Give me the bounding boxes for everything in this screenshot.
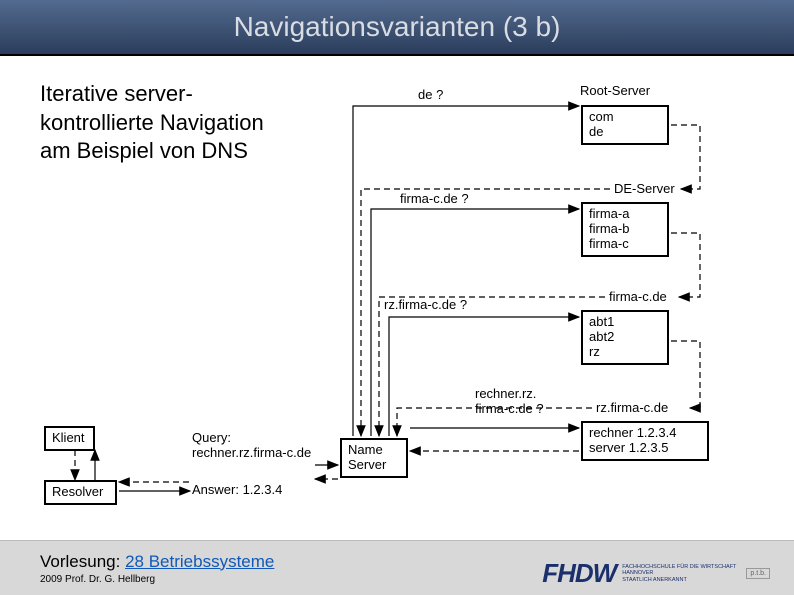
node-klient: Klient bbox=[44, 426, 95, 451]
label-rootServer: Root-Server bbox=[580, 84, 650, 99]
title-bar: Navigationsvarianten (3 b) bbox=[0, 0, 794, 56]
label-q_firmac: firma-c.de ? bbox=[400, 192, 469, 207]
lecture-value: 28 Betriebssysteme bbox=[125, 552, 274, 571]
lecture-label: Vorlesung: bbox=[40, 552, 120, 571]
label-q_de: de ? bbox=[418, 88, 443, 103]
edge-6 bbox=[353, 106, 579, 436]
node-nameServer: NameServer bbox=[340, 438, 408, 478]
label-rzServer: rz.firma-c.de bbox=[596, 401, 668, 416]
logo: FHDW FACHHOCHSCHULE FÜR DIE WIRTSCHAFT H… bbox=[542, 558, 770, 589]
edge-7 bbox=[671, 125, 700, 189]
label-queryLabel: Query:rechner.rz.firma-c.de bbox=[192, 431, 311, 461]
lecture-sub: 2009 Prof. Dr. G. Hellberg bbox=[40, 574, 274, 585]
dns-diagram: Klient Resolver NameServer comde firma-afirm… bbox=[0, 65, 794, 535]
logo-ptb: p.t.b. bbox=[746, 568, 770, 579]
label-q_rz: rz.firma-c.de ? bbox=[384, 298, 467, 313]
logo-sub-line3: STAATLICH ANERKANNT bbox=[622, 577, 736, 583]
node-deItems: firma-afirma-bfirma-c bbox=[581, 202, 669, 257]
logo-main: FHDW bbox=[542, 558, 616, 589]
edge-13 bbox=[671, 341, 700, 408]
node-rootItems: comde bbox=[581, 105, 669, 145]
footer-left: Vorlesung: 28 Betriebssysteme 2009 Prof.… bbox=[40, 552, 274, 585]
footer: Vorlesung: 28 Betriebssysteme 2009 Prof.… bbox=[0, 540, 794, 595]
label-firmacServer: firma-c.de bbox=[609, 290, 667, 305]
page-title: Navigationsvarianten (3 b) bbox=[234, 11, 561, 43]
lecture-title: Vorlesung: 28 Betriebssysteme bbox=[40, 552, 274, 572]
edge-10 bbox=[671, 233, 700, 297]
node-firmacItems: abt1abt2rz bbox=[581, 310, 669, 365]
logo-sub: FACHHOCHSCHULE FÜR DIE WIRTSCHAFT HANNOV… bbox=[622, 564, 736, 582]
edge-12 bbox=[389, 317, 579, 436]
label-q_rechner: rechner.rz.firma-c.de ? bbox=[475, 387, 544, 417]
label-answerLabel: Answer: 1.2.3.4 bbox=[192, 483, 282, 498]
node-rzItems: rechner 1.2.3.4server 1.2.3.5 bbox=[581, 421, 709, 461]
node-resolver: Resolver bbox=[44, 480, 117, 505]
label-deServer: DE-Server bbox=[614, 182, 675, 197]
